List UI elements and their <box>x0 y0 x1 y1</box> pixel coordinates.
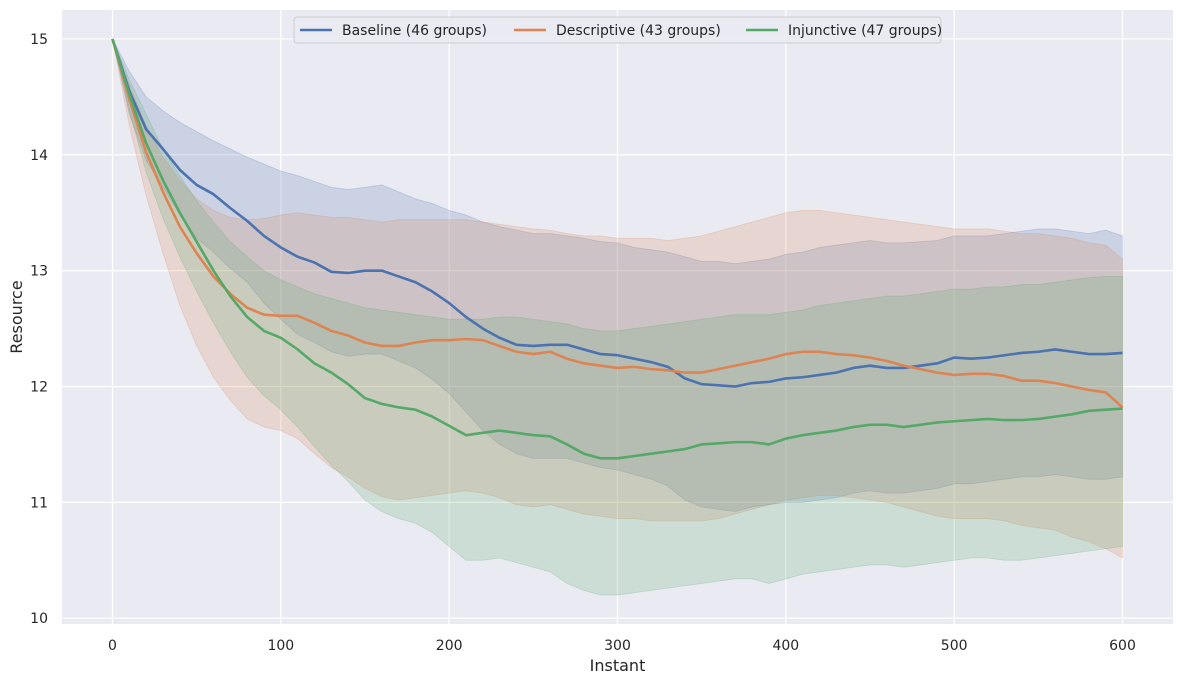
y-axis: 10 11 12 13 14 15 <box>30 32 48 627</box>
series-line-0 <box>111 38 1123 388</box>
x-axis: 0 100 200 300 400 500 600 <box>108 638 1136 654</box>
y-tick-label: 13 <box>30 264 48 280</box>
legend: Baseline (46 groups) Descriptive (43 grou… <box>293 16 942 44</box>
band-0 <box>112 38 1123 513</box>
x-tick-label: 200 <box>436 638 463 654</box>
y-tick-label: 15 <box>30 32 48 48</box>
y-tick-label: 11 <box>30 495 48 511</box>
series-lines <box>111 38 1124 460</box>
x-tick-label: 0 <box>108 638 117 654</box>
series-line-1 <box>111 38 1124 409</box>
series-line-2 <box>111 38 1123 460</box>
y-tick-label: 14 <box>30 148 48 164</box>
legend-label-0: Baseline (46 groups) <box>342 23 487 39</box>
y-tick-label: 12 <box>30 380 48 396</box>
y-axis-label: Resource <box>7 280 26 353</box>
y-tick-label: 10 <box>30 611 48 627</box>
x-tick-label: 300 <box>604 638 631 654</box>
confidence-bands <box>112 38 1123 596</box>
legend-box <box>293 16 942 44</box>
legend-label-2: Injunctive (47 groups) <box>788 23 942 39</box>
x-axis-label: Instant <box>590 656 646 675</box>
x-tick-label: 400 <box>772 638 799 654</box>
x-tick-label: 500 <box>941 638 968 654</box>
legend-label-1: Descriptive (43 groups) <box>556 23 721 39</box>
x-tick-label: 100 <box>267 638 294 654</box>
band-2 <box>112 38 1123 596</box>
x-tick-label: 600 <box>1109 638 1136 654</box>
